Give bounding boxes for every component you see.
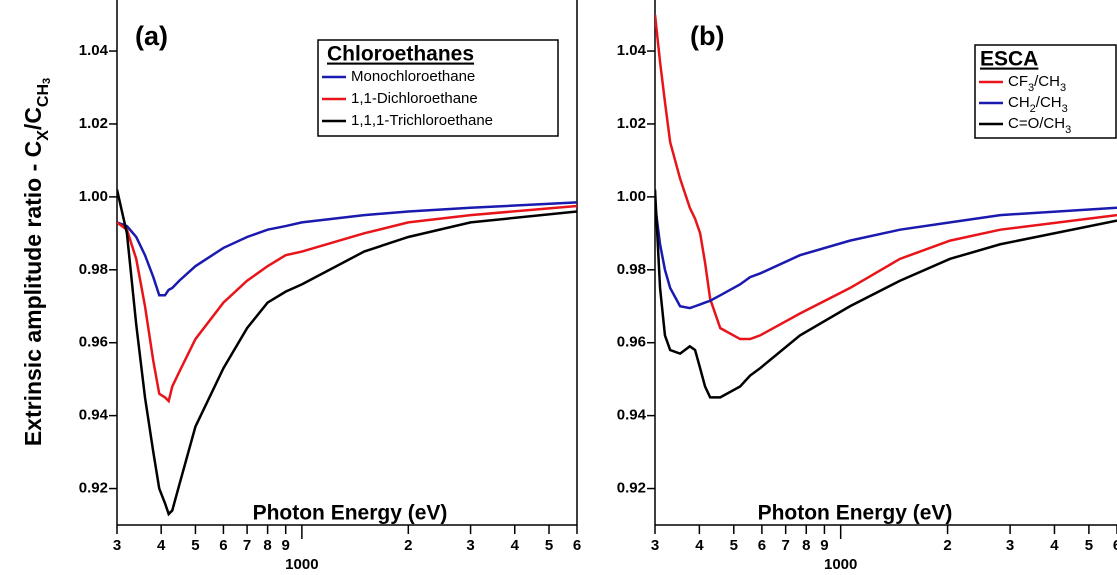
legend-title: Chloroethanes xyxy=(327,43,474,66)
x-tick-label: 3 xyxy=(651,537,659,554)
x-tick-label: 7 xyxy=(781,537,789,554)
legend-label: 1,1-Dichloroethane xyxy=(351,90,478,107)
x-tick-label: 8 xyxy=(263,537,271,554)
panel-label: (a) xyxy=(135,21,168,51)
y-tick-label: 1.04 xyxy=(617,42,647,59)
x-tick-label: 9 xyxy=(282,537,290,554)
x-axis-label: Photon Energy (eV) xyxy=(758,502,953,525)
data-line xyxy=(117,201,577,297)
x-tick-label: 3 xyxy=(113,537,121,554)
plot-lines xyxy=(117,189,577,517)
x-tick-label: 6 xyxy=(573,537,581,554)
x-tick-label: 4 xyxy=(157,537,166,554)
x-tick-label: 2 xyxy=(943,537,951,554)
data-line xyxy=(117,189,577,517)
x-tick-label: 3 xyxy=(466,537,474,554)
x-tick-label: 5 xyxy=(730,537,738,554)
x-tick-label: 8 xyxy=(802,537,810,554)
legend-box xyxy=(317,39,559,137)
x-axis-label: Photon Energy (eV) xyxy=(253,502,448,525)
x-tick-label: 3 xyxy=(1006,537,1014,554)
y-tick-label: 1.00 xyxy=(79,188,108,205)
plot-lines xyxy=(655,14,1117,399)
data-line xyxy=(117,204,577,404)
y-label-text: /C xyxy=(20,107,46,130)
y-tick-label: 1.00 xyxy=(617,188,646,205)
y-tick-label: 0.92 xyxy=(79,480,108,497)
x-tick-label: 6 xyxy=(1113,537,1117,554)
legend-label: Monochloroethane xyxy=(351,68,475,85)
x-tick-label: 4 xyxy=(1050,537,1059,554)
y-tick-label: 0.96 xyxy=(79,334,108,351)
legend-box xyxy=(974,44,1117,139)
data-line xyxy=(655,14,1117,341)
y-tick-label: 1.04 xyxy=(79,42,109,59)
y-tick-label: 1.02 xyxy=(617,115,646,132)
x-tick-label: 6 xyxy=(219,537,227,554)
x-tick-label: 5 xyxy=(1085,537,1093,554)
data-line xyxy=(655,189,1117,399)
y-tick-label: 0.96 xyxy=(617,334,646,351)
y-tick-label: 0.94 xyxy=(617,407,647,424)
x-tick-label: 5 xyxy=(545,537,553,554)
x-tick-label: 1000 xyxy=(824,556,857,573)
y-axis-label: Extrinsic amplitude ratio - CX/CCH3 xyxy=(20,78,53,446)
x-tick-label: 9 xyxy=(820,537,828,554)
y-label-sub: X xyxy=(35,130,52,141)
y-tick-label: 0.98 xyxy=(617,261,646,278)
legend-title: ESCA xyxy=(980,48,1038,71)
y-label-subsub: 3 xyxy=(41,78,53,84)
panel-label: (b) xyxy=(690,21,724,51)
x-tick-label: 1000 xyxy=(285,556,318,573)
y-label-sub: CH xyxy=(35,84,52,107)
y-tick-label: 0.92 xyxy=(617,480,646,497)
legend-label: CH2/CH3 xyxy=(1008,94,1068,115)
y-tick-label: 0.94 xyxy=(79,407,109,424)
y-tick-label: 1.02 xyxy=(79,115,108,132)
x-tick-label: 4 xyxy=(695,537,704,554)
x-tick-label: 4 xyxy=(511,537,520,554)
data-line xyxy=(655,204,1117,310)
legend-label: CF3/CH3 xyxy=(1008,73,1066,94)
x-tick-label: 7 xyxy=(243,537,251,554)
x-tick-label: 5 xyxy=(191,537,199,554)
y-label-text: Extrinsic amplitude ratio - C xyxy=(20,141,46,446)
legend-label: C=O/CH3 xyxy=(1008,115,1071,136)
x-tick-label: 6 xyxy=(758,537,766,554)
legend-label: 1,1,1-Trichloroethane xyxy=(351,112,493,129)
x-tick-label: 2 xyxy=(404,537,412,554)
y-tick-label: 0.98 xyxy=(79,261,108,278)
